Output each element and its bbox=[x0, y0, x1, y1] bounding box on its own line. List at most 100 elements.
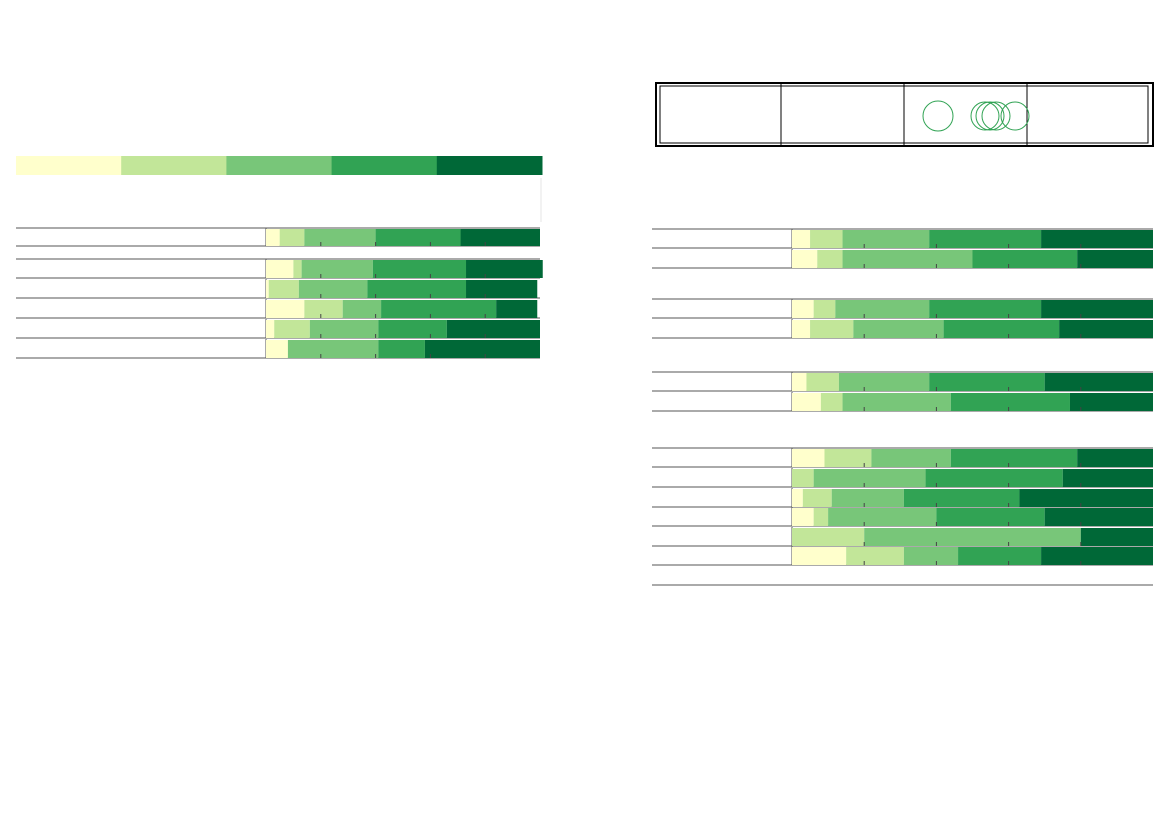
bar-segment-r1-s4 bbox=[929, 230, 1042, 248]
bar-segment-r2-s4 bbox=[372, 260, 467, 278]
bar-segment-r9-s4 bbox=[903, 489, 1020, 507]
bar-segment-r2-s3 bbox=[301, 260, 373, 278]
bar-segment-r7-s1 bbox=[792, 449, 825, 467]
bar-segment-r16-s4 bbox=[958, 547, 1042, 565]
size-legend-circle-1 bbox=[922, 100, 954, 132]
bar-segment-r5-s4 bbox=[378, 320, 447, 338]
bar-segment-r9-s2 bbox=[802, 489, 832, 507]
size-legend-circle-5 bbox=[1000, 101, 1030, 131]
bar-segment-r8-s4 bbox=[925, 469, 1063, 487]
bar-segment-r1-s4 bbox=[375, 229, 461, 246]
bar-segment-r6-s3 bbox=[287, 340, 379, 358]
bar-segment-r2-s2 bbox=[817, 250, 843, 268]
bar-segment-r1-s5 bbox=[1041, 230, 1153, 248]
bar-segment-r16-s1 bbox=[792, 547, 847, 565]
bar-segment-r6-s4 bbox=[950, 393, 1070, 411]
bar-segment-r8-s3 bbox=[813, 469, 926, 487]
bar-segment-r6-s4 bbox=[378, 340, 425, 358]
stacked-bar-chart-left bbox=[16, 227, 543, 359]
bar-segment-r6-s5 bbox=[424, 340, 540, 358]
bar-segment-r4-s1 bbox=[792, 320, 811, 338]
bar-segment-r7-s3 bbox=[871, 449, 951, 467]
bar-segment-r16-s5 bbox=[1041, 547, 1153, 565]
bar-segment-r1-s5 bbox=[460, 229, 540, 246]
bar-segment-r10-s5 bbox=[1044, 508, 1153, 526]
bar-segment-r3-s5 bbox=[466, 280, 538, 298]
bar-segment-r16-s2 bbox=[846, 547, 904, 565]
bar-segment-r5-s2 bbox=[274, 320, 310, 338]
bar-segment-r3-s5 bbox=[1041, 300, 1153, 318]
bar-segment-r5-s4 bbox=[929, 373, 1045, 391]
bar-segment-r4-s4 bbox=[381, 300, 497, 318]
legend-swatch-4 bbox=[331, 156, 438, 175]
bar-segment-r2-s3 bbox=[842, 250, 973, 268]
bar-segment-r4-s4 bbox=[943, 320, 1060, 338]
bar-segment-r7-s4 bbox=[950, 449, 1078, 467]
bar-segment-r2-s1 bbox=[266, 260, 294, 278]
bar-segment-r1-s3 bbox=[842, 230, 930, 248]
legend-swatch-1 bbox=[16, 156, 122, 175]
bar-segment-r3-s1 bbox=[266, 280, 269, 298]
bar-segment-r15-s3 bbox=[864, 528, 1081, 546]
bar-segment-r2-s4 bbox=[972, 250, 1078, 268]
bar-segment-r9-s3 bbox=[831, 489, 904, 507]
legend-swatch-2 bbox=[121, 156, 227, 175]
bar-segment-r6-s3 bbox=[842, 393, 951, 411]
bar-segment-r10-s4 bbox=[936, 508, 1045, 526]
bar-segment-r7-s2 bbox=[824, 449, 872, 467]
bar-segment-r4-s5 bbox=[496, 300, 538, 318]
bar-segment-r1-s2 bbox=[279, 229, 305, 246]
bar-segment-r8-s2 bbox=[792, 469, 814, 487]
legend-swatch-5 bbox=[436, 156, 543, 175]
bar-segment-r16-s3 bbox=[903, 547, 959, 565]
bar-segment-r3-s3 bbox=[835, 300, 930, 318]
bar-segment-r5-s3 bbox=[838, 373, 930, 391]
header-box bbox=[655, 82, 1154, 147]
bar-segment-r1-s3 bbox=[304, 229, 376, 246]
legend-swatch-3 bbox=[226, 156, 333, 175]
bar-segment-r5-s5 bbox=[1044, 373, 1153, 391]
bar-segment-r3-s2 bbox=[813, 300, 836, 318]
bar-segment-r1-s1 bbox=[792, 230, 811, 248]
bar-segment-r2-s5 bbox=[466, 260, 543, 278]
bar-segment-r6-s2 bbox=[820, 393, 843, 411]
bar-segment-r4-s1 bbox=[266, 300, 305, 318]
bar-segment-r10-s3 bbox=[828, 508, 937, 526]
size-legend-circles bbox=[922, 100, 1030, 132]
bar-segment-r5-s5 bbox=[446, 320, 540, 338]
bar-segment-r3-s4 bbox=[929, 300, 1042, 318]
stacked-bar-chart-right bbox=[652, 228, 1153, 586]
bar-segment-r5-s1 bbox=[792, 373, 807, 391]
bar-segment-r5-s3 bbox=[309, 320, 379, 338]
bar-segment-r4-s2 bbox=[810, 320, 854, 338]
bar-segment-r2-s2 bbox=[293, 260, 302, 278]
bar-segment-r3-s2 bbox=[268, 280, 299, 298]
bar-segment-r4-s2 bbox=[304, 300, 343, 318]
bar-segment-r2-s1 bbox=[792, 250, 818, 268]
bar-segment-r1-s2 bbox=[810, 230, 843, 248]
bar-segment-r6-s5 bbox=[1069, 393, 1153, 411]
bar-segment-r2-s5 bbox=[1077, 250, 1153, 268]
bar-segment-r1-s1 bbox=[266, 229, 280, 246]
bar-segment-r3-s3 bbox=[298, 280, 368, 298]
bar-segment-r5-s1 bbox=[266, 320, 275, 338]
bar-segment-r3-s1 bbox=[792, 300, 814, 318]
bar-segment-r9-s5 bbox=[1019, 489, 1153, 507]
bar-segment-r4-s3 bbox=[853, 320, 944, 338]
size-legend-circle-3 bbox=[975, 101, 1005, 131]
bar-segment-r9-s1 bbox=[792, 489, 803, 507]
size-legend-circle-2 bbox=[970, 101, 1000, 131]
bar-segment-r8-s5 bbox=[1062, 469, 1153, 487]
bar-segment-r15-s5 bbox=[1080, 528, 1153, 546]
bar-segment-r10-s1 bbox=[792, 508, 814, 526]
size-legend-circle-4 bbox=[981, 101, 1011, 131]
bar-segment-r4-s5 bbox=[1059, 320, 1153, 338]
bar-segment-r4-s3 bbox=[342, 300, 382, 318]
color-legend-strip bbox=[16, 156, 543, 222]
bar-segment-r6-s1 bbox=[266, 340, 288, 358]
bar-segment-r10-s2 bbox=[813, 508, 829, 526]
bar-segment-r6-s1 bbox=[792, 393, 821, 411]
bar-segment-r7-s5 bbox=[1077, 449, 1153, 467]
bar-segment-r5-s2 bbox=[806, 373, 839, 391]
